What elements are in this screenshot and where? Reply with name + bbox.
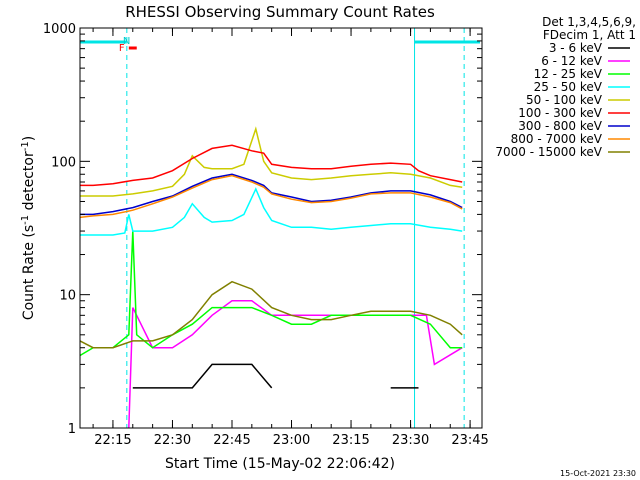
series-line-2 <box>128 300 463 429</box>
series-line-7 <box>80 173 463 216</box>
plot-frame <box>79 27 483 429</box>
legend: Det 1,3,4,5,6,9, FDecim 1, Att 1 3 - 6 k… <box>495 15 636 159</box>
x-tick-label-3: 22:45 <box>213 433 250 448</box>
flag-f-label: F <box>119 43 125 54</box>
legend-label-5: 50 - 100 keV <box>526 93 603 107</box>
x-tick-label-1: 22:15 <box>94 433 131 448</box>
legend-label-2: 6 - 12 keV <box>541 54 603 68</box>
legend-label-1: 3 - 6 keV <box>549 41 603 55</box>
legend-label-3: 12 - 25 keV <box>534 67 603 81</box>
legend-label-9: 7000 - 15000 keV <box>495 145 602 159</box>
legend-header-2: FDecim 1, Att 1 <box>543 28 636 42</box>
y-tick-label-2: 10 <box>59 289 76 304</box>
x-tick-label-4: 23:00 <box>273 433 310 448</box>
legend-header-1: Det 1,3,4,5,6,9, <box>542 15 636 29</box>
series-line-6 <box>80 144 463 187</box>
legend-label-6: 100 - 300 keV <box>518 106 602 120</box>
x-tick-label-2: 22:30 <box>154 433 191 448</box>
y-axis-label-end: ) <box>21 136 37 141</box>
series-line-8 <box>79 174 463 219</box>
chart-title: RHESSI Observing Summary Count Rates <box>125 3 435 21</box>
legend-label-4: 25 - 50 keV <box>534 80 603 94</box>
series-line-9 <box>79 280 463 349</box>
series-line-4 <box>80 187 463 236</box>
y-axis-label-mid: detector <box>21 151 37 215</box>
x-axis-label: Start Time (15-May-02 22:06:42) <box>165 456 395 472</box>
y-axis-label: Count Rate (s-1 detector-1) <box>20 136 37 320</box>
y-tick-label-1: 1 <box>68 422 76 437</box>
series-line-5 <box>80 126 463 197</box>
series-line-1 <box>132 363 419 389</box>
plot-frame-rect <box>79 27 483 429</box>
y-axis-label-main: Count Rate (s <box>21 225 37 320</box>
y-tick-label-4: 1000 <box>43 22 76 37</box>
x-tick-label-7: 23:45 <box>451 433 488 448</box>
x-tick-label-6: 23:30 <box>392 433 429 448</box>
legend-label-8: 800 - 7000 keV <box>511 132 603 146</box>
series-line-3 <box>79 231 463 357</box>
axis-ticks: 22:15 22:30 22:45 23:00 23:15 23:30 23:45 1 10 10… <box>43 22 489 448</box>
x-tick-label-5: 23:15 <box>332 433 369 448</box>
y-axis-label-sup1: -1 <box>20 215 31 225</box>
plot-lines: NF <box>79 28 481 429</box>
y-tick-label-3: 100 <box>51 155 76 170</box>
y-axis-label-sup2: -1 <box>20 141 31 151</box>
flag-n-label: N <box>123 36 130 47</box>
footer-date: 15-Oct-2021 23:30 <box>560 469 636 478</box>
legend-label-7: 300 - 800 keV <box>518 119 602 133</box>
